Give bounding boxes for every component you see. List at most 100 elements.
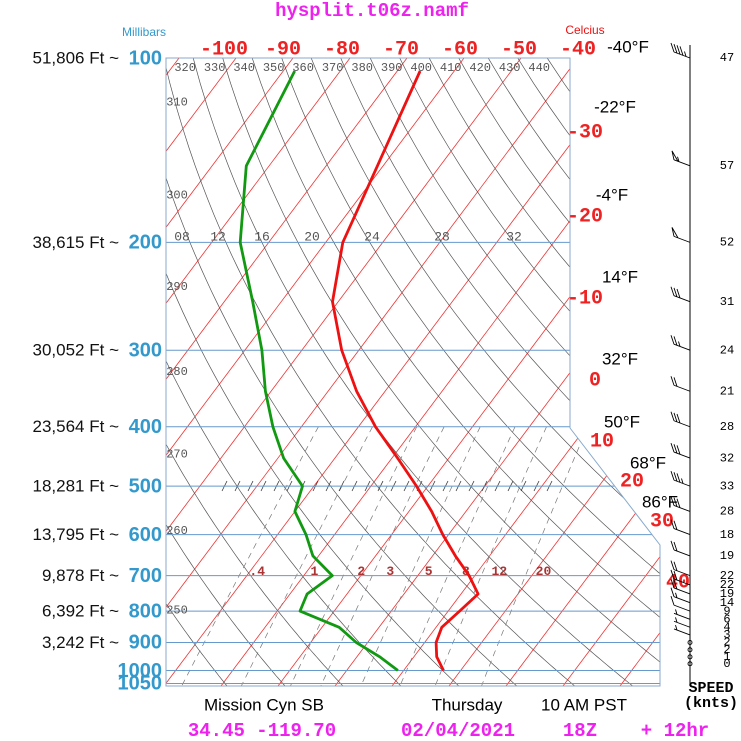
theta-label: 260 [166,524,188,538]
theta-label: 280 [166,365,188,379]
pressure-label: 200 [129,232,162,254]
mixing-ratio-label: 08 [174,229,190,244]
theta-label: 350 [263,61,285,75]
wind-barb [671,227,691,243]
location: Mission Cyn SB [204,695,324,714]
wind-speed-label: 28 [720,420,734,434]
altitude-label: 30,052 Ft ~ [33,341,120,360]
temperature-label: -90 [265,38,301,61]
dry-adiabat [372,58,660,686]
mixing-ratio-label: 32 [506,229,522,244]
temperature-label: -20 [567,205,603,228]
run: 18Z [563,720,597,741]
y-axis-label: Millibars [122,25,166,39]
pressure-label: 400 [129,416,162,438]
wind-barb [687,640,693,645]
wind-barb [673,609,691,620]
mixing-ratio-label: 1 [310,564,318,579]
theta-label: 370 [322,61,344,75]
pressure-label: 1050 [118,673,163,695]
wind-axis-label: SPEED [688,680,733,697]
pressure-label: 900 [129,632,162,654]
dry-adiabat [166,58,470,686]
date: 02/04/2021 [401,720,515,741]
pressure-label: 800 [129,600,162,622]
altitude-label: 13,795 Ft ~ [33,525,120,544]
altitude-label: 18,281 Ft ~ [33,477,120,496]
wind-barb [670,286,691,303]
mixing-ratio-label: .4 [249,564,265,579]
theta-label: 400 [410,61,432,75]
temperature-label: 10 [590,430,614,453]
isotherm [408,58,660,686]
altitude-label: 9,878 Ft ~ [42,566,119,585]
dry-adiabat [234,58,660,686]
wind-speed-label: 2 [723,643,730,657]
wind-barb [687,654,693,660]
theta-label: 250 [166,604,188,618]
isotherm [166,58,394,686]
pressure-label: 600 [129,524,162,546]
mixing-ratio-line [477,426,589,686]
temperature-label: -70 [383,38,419,61]
wind-speed-label: 57 [720,159,734,173]
mixing-ratio-line [176,426,319,686]
wind-barb [670,578,691,595]
wind-barb [670,442,691,459]
theta-label: 310 [166,96,188,110]
wind-barb [673,617,691,628]
altitude-label: 23,564 Ft ~ [33,417,120,436]
isotherm [166,58,508,686]
fahrenheit-label: -22°F [594,97,636,116]
isotherm [237,58,660,686]
wind-speed-label: 19 [720,587,734,601]
isotherm [166,58,622,686]
theta-label: 290 [166,280,188,294]
wind-speed-label: 6 [723,612,730,626]
theta-label: 380 [351,61,373,75]
temperature-label: -40 [560,38,596,61]
temperature-label: -50 [501,38,537,61]
wind-speed-label: 47 [720,51,734,65]
forecast: + 12hr [641,720,709,741]
theta-label: 340 [233,61,255,75]
wind-barb [670,470,691,487]
temperature-label: -100 [200,38,248,61]
wind-speed-label: 2 [723,636,730,650]
wind-speed-label: 4 [723,620,730,634]
theta-label: 420 [469,61,491,75]
wind-axis-unit: (knts) [684,695,738,712]
dry-adiabat [317,58,660,686]
fahrenheit-label: 86°F [642,492,678,511]
wind-barb [670,595,691,612]
wind-speed-label: 19 [720,549,734,563]
wind-speed-label: 22 [720,578,734,592]
wind-barb [670,376,691,392]
wind-speed-label: 31 [720,295,734,309]
isotherm [166,58,565,686]
theta-label: 430 [499,61,521,75]
dry-adiabat [166,58,412,686]
dewpoint-line [238,70,399,672]
theta-label: 410 [440,61,462,75]
temperature-label: -80 [324,38,360,61]
theta-label: 270 [166,447,188,461]
x-axis-label: Celcius [565,23,604,37]
mixing-ratio-line [315,426,445,686]
pressure-label: 1000 [118,660,163,682]
mixing-ratio-label: 12 [210,229,226,244]
dry-adiabat [166,58,353,686]
wind-speed-label: 32 [720,451,734,465]
theta-label: 360 [292,61,314,75]
wind-barb [670,587,691,604]
mixing-ratio-label: 20 [304,229,320,244]
wind-barb [687,661,693,667]
isotherm [166,58,337,686]
isotherm [522,58,660,686]
mixing-ratio-label: 12 [492,564,508,579]
mixing-ratio-line [395,426,516,686]
wind-barb [670,519,691,536]
isotherm [0,0,166,740]
temperature-label: -10 [567,287,603,310]
time: 10 AM PST [541,695,627,714]
